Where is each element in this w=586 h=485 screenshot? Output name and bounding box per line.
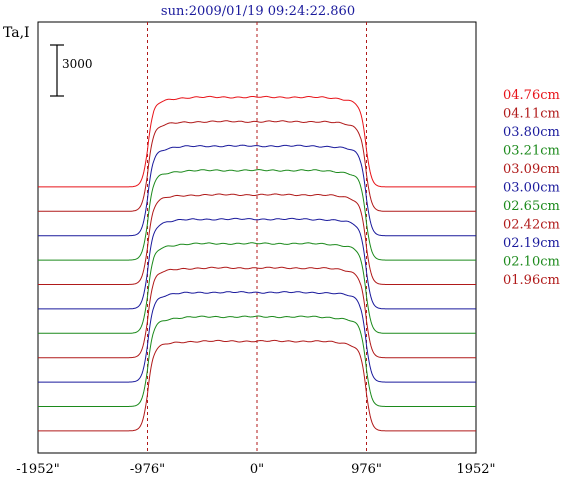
- series-line-02-42cm: [38, 266, 476, 359]
- x-tick-label-4: 1952": [456, 462, 495, 477]
- x-tick-label-2: 0": [250, 462, 264, 477]
- legend: 04.76cm 04.11cm 03.80cm 03.21cm 03.09cm 03.00…: [503, 88, 560, 288]
- scale-bar-label: 3000: [62, 57, 93, 71]
- legend-entry-03-00cm: 03.00cm: [503, 181, 560, 196]
- series-line-01-96cm: [38, 339, 476, 432]
- legend-entry-03-21cm: 03.21cm: [503, 144, 560, 159]
- series-line-03-21cm: [38, 168, 476, 261]
- legend-entry-02-65cm: 02.65cm: [503, 199, 560, 214]
- scale-bar: 3000: [50, 44, 93, 97]
- legend-entry-04-76cm: 04.76cm: [503, 88, 560, 103]
- series-line-02-65cm: [38, 242, 476, 334]
- series-line-04-76cm: [38, 95, 476, 188]
- vertical-markers: [147, 22, 367, 453]
- x-tick-label-3: 976": [351, 462, 382, 477]
- y-axis-label: Ta,I: [3, 25, 30, 41]
- series-line-02-19cm: [38, 291, 476, 383]
- series-line-03-09cm: [38, 193, 476, 285]
- legend-entry-02-42cm: 02.42cm: [503, 218, 560, 233]
- legend-entry-04-11cm: 04.11cm: [503, 107, 560, 122]
- legend-entry-02-19cm: 02.19cm: [503, 236, 560, 251]
- series-line-02-10cm: [38, 315, 476, 407]
- series-line-03-80cm: [38, 144, 476, 237]
- x-tick-labels: -1952" -976" 0" 976" 1952": [16, 462, 495, 477]
- legend-entry-03-09cm: 03.09cm: [503, 162, 560, 177]
- legend-entry-02-10cm: 02.10cm: [503, 255, 560, 270]
- legend-entry-01-96cm: 01.96cm: [503, 273, 560, 288]
- series-line-03-00cm: [38, 217, 476, 310]
- series-layer: [38, 95, 476, 432]
- x-tick-label-1: -976": [130, 462, 165, 477]
- series-line-04-11cm: [38, 120, 476, 212]
- legend-entry-03-80cm: 03.80cm: [503, 125, 560, 140]
- chart-title: sun:2009/01/19 09:24:22.860: [161, 4, 355, 19]
- x-tick-label-0: -1952": [16, 462, 59, 477]
